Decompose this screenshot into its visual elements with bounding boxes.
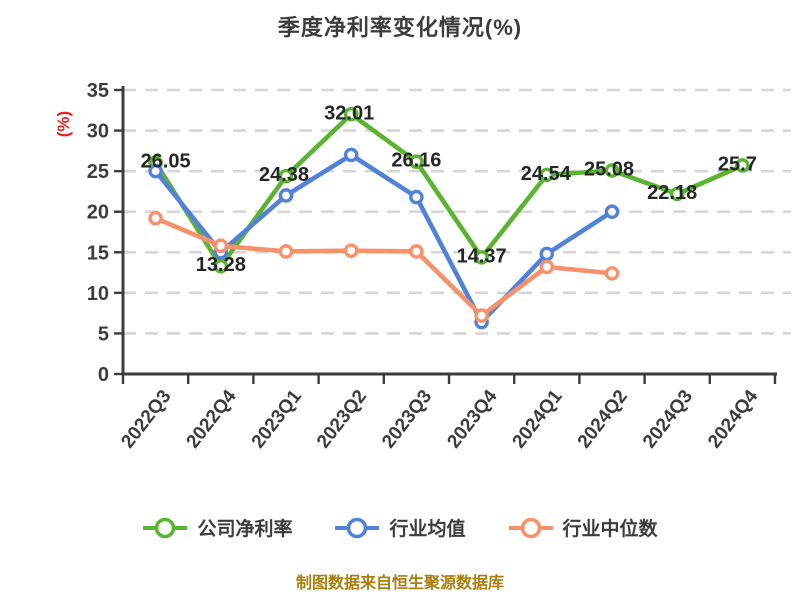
series-line: [153, 215, 615, 318]
point-label: 24.38: [259, 164, 309, 186]
y-tick-labels: 0 5 10 15 20 25 30 35: [87, 80, 109, 386]
legend-marker-icon: [143, 517, 188, 538]
point-label: 25.7: [718, 153, 757, 175]
y-tick-label: 35: [87, 80, 109, 102]
data-point-marker: [278, 244, 294, 259]
series-1: [148, 147, 620, 330]
gridlines: [123, 88, 791, 335]
chart-title: 季度净利率变化情况(%): [277, 15, 523, 40]
data-point-marker: [539, 167, 555, 183]
footer-note: 制图数据来自恒生聚源数据库: [295, 575, 504, 592]
data-point-marker: [539, 259, 555, 275]
data-point-marker: [343, 147, 359, 163]
data-point-marker: [409, 244, 424, 259]
point-label: 25.08: [584, 158, 634, 180]
data-point-marker: [343, 106, 359, 122]
legend-label: 行业中位数: [562, 519, 658, 540]
point-label: 26.05: [141, 151, 191, 173]
data-point-marker: [343, 243, 359, 258]
y-tick-label: 20: [87, 202, 109, 224]
data-point-marker: [409, 189, 424, 205]
legend-item-2[interactable]: 行业中位数: [508, 514, 658, 541]
data-point-marker: [213, 238, 229, 254]
series-line: [153, 152, 615, 325]
data-point-marker: [148, 210, 163, 226]
x-tick-label: 2023Q3: [378, 386, 436, 452]
legend-marker-icon: [335, 517, 380, 538]
point-label: 22.18: [647, 182, 697, 204]
data-point-marker: [213, 258, 229, 274]
data-point-marker: [669, 186, 685, 202]
series-2: [148, 210, 620, 323]
data-point-marker: [278, 168, 294, 184]
data-point-marker: [409, 154, 424, 170]
data-point-marker: [604, 266, 620, 281]
point-label: 14.37: [457, 245, 507, 267]
y-tick-label: 10: [87, 283, 109, 305]
data-point-marker: [474, 308, 489, 323]
x-tick-label: 2023Q4: [443, 386, 501, 453]
legend-label: 行业均值: [389, 519, 466, 540]
data-point-marker: [278, 188, 294, 203]
y-tick-label: 15: [87, 242, 109, 264]
legend: 公司净利率 行业均值 行业中位数: [0, 514, 800, 541]
legend-label: 公司净利率: [197, 519, 293, 540]
data-point-marker: [604, 163, 620, 178]
x-tick-label: 2024Q1: [509, 386, 567, 453]
point-labels: 26.05 13.28 24.38 32.01 26.16 14.37 24.54 25.08…: [141, 102, 757, 276]
x-tick-labels: 2022Q3 2022Q4 2023Q1 2023Q2 2023Q3 2023Q4 2024…: [117, 386, 762, 453]
data-point-marker: [604, 204, 620, 220]
data-point-marker: [539, 246, 555, 262]
x-tick-label: 2022Q3: [117, 386, 175, 452]
x-tick-label: 2023Q2: [313, 386, 371, 452]
x-tick-label: 2023Q1: [248, 386, 306, 453]
y-tick-label: 5: [98, 323, 109, 345]
x-tick-label: 2022Q4: [183, 386, 241, 453]
x-tick-label: 2024Q2: [574, 386, 632, 452]
x-tick-label: 2024Q3: [639, 386, 697, 452]
legend-marker-icon: [508, 517, 553, 538]
legend-item-1[interactable]: 行业均值: [334, 514, 466, 541]
axes: [121, 86, 777, 376]
data-point-marker: [474, 250, 489, 265]
x-tick-label: 2024Q4: [704, 386, 762, 453]
legend-item-0[interactable]: 公司净利率: [142, 514, 292, 541]
point-label: 24.54: [521, 163, 572, 185]
axis-ticks: [114, 88, 777, 384]
data-point-marker: [148, 163, 163, 179]
data-point-marker: [735, 158, 750, 173]
y-tick-label: 25: [87, 161, 109, 183]
point-label: 13.28: [196, 254, 246, 276]
point-label: 32.01: [324, 102, 374, 124]
y-tick-label: 0: [98, 364, 109, 386]
y-tick-label: 30: [87, 121, 109, 143]
point-label: 26.16: [391, 150, 441, 172]
